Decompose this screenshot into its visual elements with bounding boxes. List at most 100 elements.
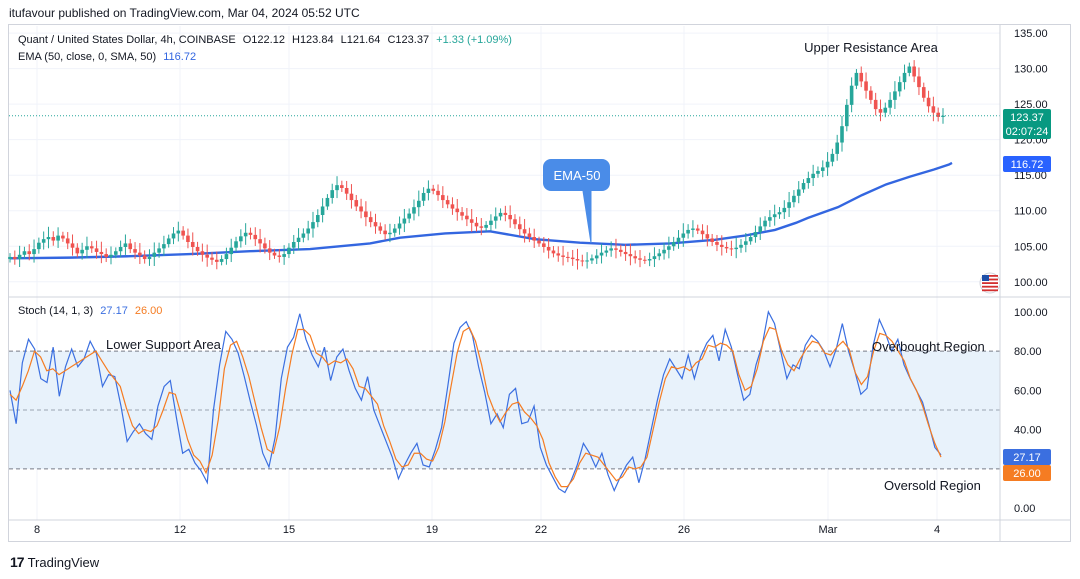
candle-body bbox=[27, 251, 32, 255]
candle-body bbox=[691, 228, 695, 230]
candle-body bbox=[912, 66, 916, 77]
candle-body bbox=[340, 185, 344, 188]
candle-body bbox=[46, 237, 51, 240]
candle-body bbox=[753, 232, 758, 238]
stoch-d-line bbox=[9, 326, 942, 488]
candle-body bbox=[921, 87, 926, 98]
candle-body bbox=[609, 248, 613, 251]
close-value: C123.37 bbox=[387, 34, 430, 46]
candle-body bbox=[128, 243, 133, 250]
flag-stripe bbox=[982, 289, 998, 292]
candle-body bbox=[200, 251, 205, 255]
candle-body bbox=[32, 249, 36, 255]
candle-body bbox=[364, 211, 368, 218]
candle-body bbox=[566, 256, 570, 258]
candle-body bbox=[527, 233, 532, 238]
tradingview-brand[interactable]: TradingView bbox=[27, 554, 100, 570]
ema-price-badge bbox=[1003, 156, 1051, 172]
footer-branding: 17 TradingView bbox=[10, 554, 99, 570]
candle-body bbox=[344, 188, 349, 194]
candle-body bbox=[455, 208, 460, 213]
candle-body bbox=[287, 247, 291, 255]
candle-body bbox=[460, 212, 464, 216]
candle-body bbox=[61, 235, 65, 239]
candle-body bbox=[859, 72, 864, 82]
candle-body bbox=[263, 243, 267, 249]
candle-body bbox=[671, 242, 676, 247]
candle-body bbox=[397, 223, 402, 229]
candle-body bbox=[907, 66, 912, 73]
candle-body bbox=[301, 233, 306, 238]
candle-body bbox=[373, 222, 378, 227]
candle-body bbox=[888, 99, 892, 108]
candle-body bbox=[56, 235, 60, 241]
candle-body bbox=[8, 256, 12, 260]
candle-body bbox=[469, 219, 474, 223]
candle-body bbox=[768, 217, 772, 221]
time-axis-tick: 8 bbox=[34, 524, 40, 536]
tradingview-logo-icon: 17 bbox=[10, 554, 25, 570]
candle-body bbox=[816, 170, 820, 174]
candle-body bbox=[13, 256, 17, 260]
candle-body bbox=[835, 142, 839, 154]
last-price-badge-text: 123.37 bbox=[1010, 112, 1044, 124]
stoch-k-badge bbox=[1003, 449, 1051, 465]
candle-body bbox=[484, 224, 488, 228]
candle-body bbox=[407, 213, 411, 219]
candle-body bbox=[359, 206, 363, 212]
candle-body bbox=[123, 243, 128, 247]
candle-body bbox=[306, 228, 310, 234]
candle-body bbox=[590, 258, 594, 261]
candle-body bbox=[917, 76, 921, 88]
candle-body bbox=[941, 115, 945, 117]
candle-body bbox=[17, 254, 22, 260]
candle-body bbox=[474, 222, 479, 227]
candle-body bbox=[253, 234, 258, 240]
flag-stripe bbox=[982, 278, 998, 281]
price-axis-tick: 130.00 bbox=[1014, 64, 1048, 76]
candle-body bbox=[282, 254, 286, 257]
candle-body bbox=[89, 246, 94, 249]
stoch-band-fill bbox=[9, 351, 1000, 469]
candle-body bbox=[676, 237, 681, 242]
change-value: +1.33 (+1.09%) bbox=[436, 34, 512, 46]
price-axis-tick: 125.00 bbox=[1014, 99, 1048, 111]
stoch-axis-tick: 60.00 bbox=[1014, 385, 1042, 397]
candle-body bbox=[118, 246, 123, 252]
overbought-label: Overbought Region bbox=[872, 339, 985, 354]
candle-body bbox=[652, 256, 657, 260]
candle-body bbox=[109, 254, 113, 257]
candle-body bbox=[205, 254, 209, 258]
candle-body bbox=[729, 248, 734, 250]
candle-body bbox=[99, 251, 104, 255]
candle-body bbox=[171, 233, 176, 239]
flag-stripe bbox=[982, 275, 998, 277]
candle-body bbox=[522, 229, 527, 234]
high-value: H123.84 bbox=[292, 34, 334, 46]
candle-body bbox=[450, 204, 455, 209]
ema-label[interactable]: EMA (50, close, 0, SMA, 50) bbox=[18, 51, 157, 63]
candle-body bbox=[239, 236, 243, 242]
candle-body bbox=[354, 200, 359, 207]
candle-body bbox=[503, 212, 508, 215]
candle-body bbox=[181, 230, 185, 236]
candle-body bbox=[133, 249, 137, 253]
stoch-label[interactable]: Stoch (14, 1, 3) bbox=[18, 305, 94, 317]
ema-value: 116.72 bbox=[163, 51, 197, 63]
candle-body bbox=[710, 238, 714, 242]
stoch-k-value: 27.17 bbox=[100, 305, 128, 317]
oversold-label: Oversold Region bbox=[884, 478, 981, 493]
candle-body bbox=[801, 183, 806, 190]
candle-body bbox=[873, 99, 878, 110]
candle-body bbox=[388, 232, 392, 235]
candle-body bbox=[277, 255, 282, 257]
candle-body bbox=[325, 197, 330, 207]
symbol-label[interactable]: Quant / United States Dollar, 4h, COINBA… bbox=[18, 34, 236, 46]
candle-body bbox=[41, 239, 46, 243]
candle-body bbox=[657, 253, 662, 257]
chart-frame[interactable] bbox=[8, 24, 1071, 542]
candle-body bbox=[493, 216, 498, 221]
open-value: O122.12 bbox=[242, 34, 285, 46]
candle-body bbox=[104, 254, 108, 257]
